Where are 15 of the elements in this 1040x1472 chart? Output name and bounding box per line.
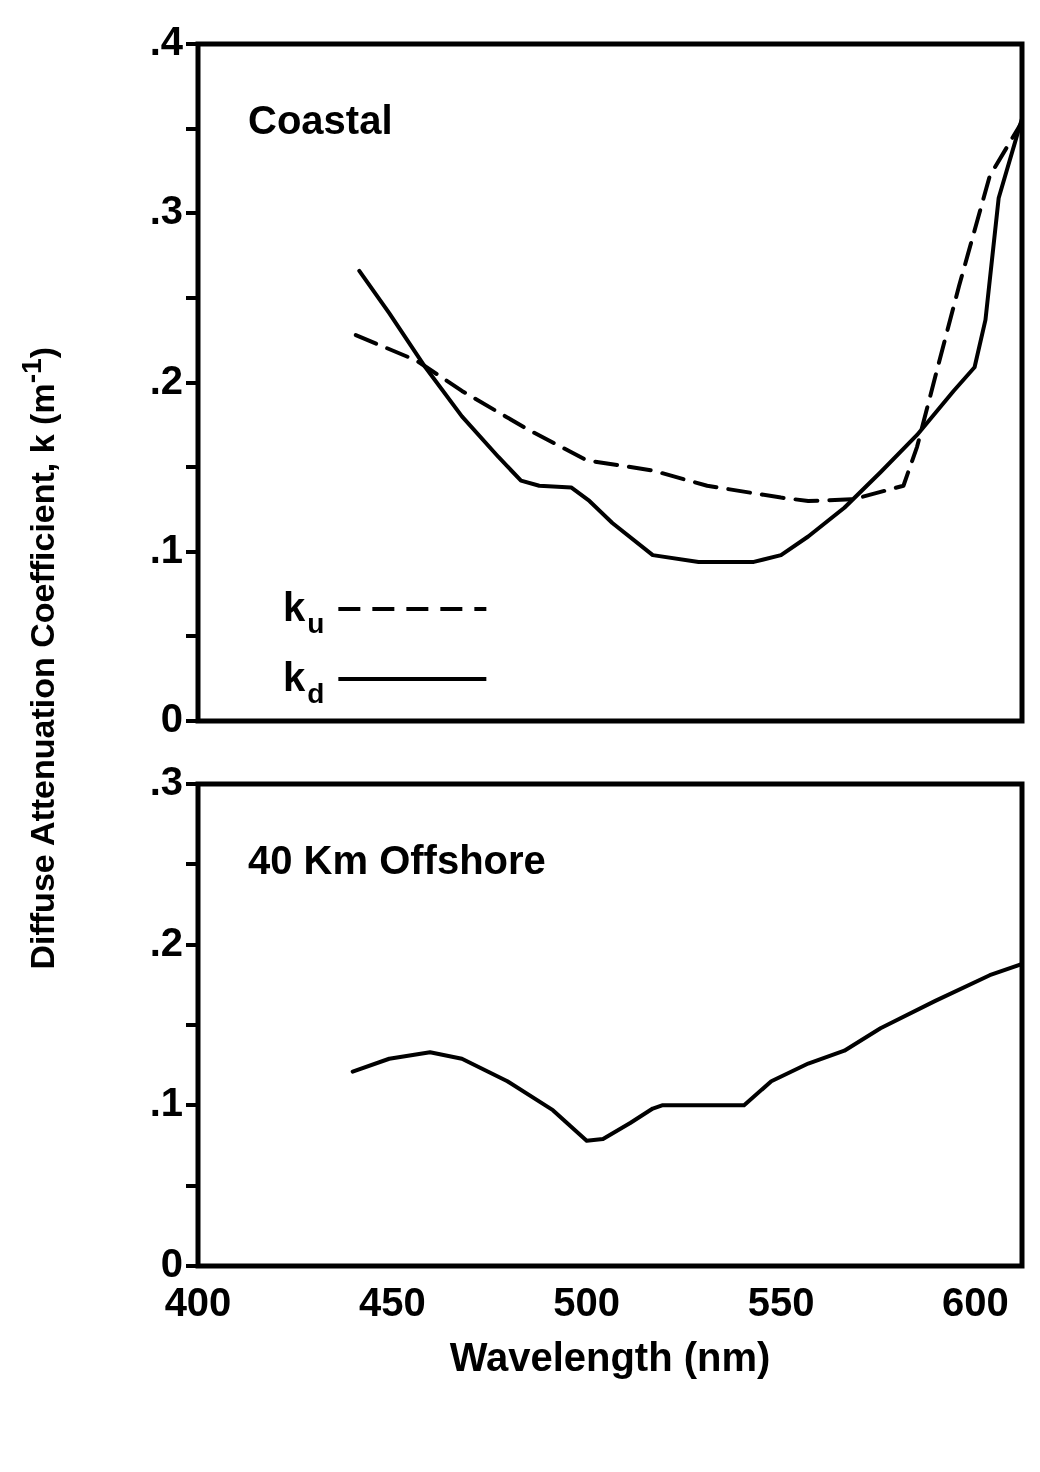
x-tick-label: 500 [553, 1280, 621, 1325]
y-tick-label: .2 [149, 357, 183, 402]
y-tick-label: .3 [149, 188, 183, 233]
x-tick-label: 550 [747, 1280, 815, 1325]
y-tick-label: .2 [149, 919, 183, 964]
x-axis-title: Wavelength (nm) [449, 1335, 771, 1380]
y-tick-label: .1 [149, 1080, 183, 1125]
text: 40 Km Offshore [248, 838, 546, 882]
x-tick-label: 450 [358, 1280, 426, 1325]
text: Coastal [248, 98, 393, 142]
y-tick-label: .4 [149, 19, 184, 64]
y-tick-label: .1 [149, 526, 183, 571]
y-tick-label: .3 [149, 759, 183, 804]
x-tick-label: 600 [941, 1280, 1009, 1325]
y-tick-label: 0 [160, 696, 183, 741]
